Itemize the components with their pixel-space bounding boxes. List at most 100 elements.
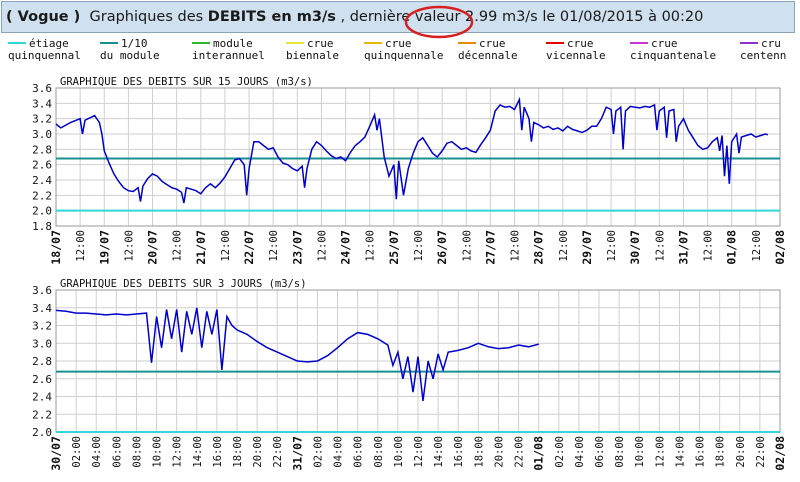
chart-3-days: GRAPHIQUE DES DEBITS SUR 3 JOURS (m3/s) 2… [32,278,787,471]
legend-swatch [630,42,648,44]
legend: étiage quinquennal 1/10 du module module inte… [0,36,800,66]
x-tick-label: 12:00 [172,230,184,262]
x-tick-label: 16:00 [212,436,224,468]
legend-item: crue biennale [286,38,339,62]
x-tick-label: 16:00 [695,436,707,468]
x-tick-label: 14:00 [433,436,445,468]
x-tick-label: 18/07 [49,230,63,265]
legend-item: crue quinquennale [364,38,443,62]
y-tick-label: 3.0 [32,128,52,141]
legend-item: crue vicennale [546,38,606,62]
legend-label-1: étiage [29,37,69,50]
legend-label-2: du module [100,49,160,62]
legend-swatch [100,42,118,44]
x-tick-label: 01/08 [725,230,739,265]
legend-swatch [740,42,758,44]
legend-item: 1/10 du module [100,38,160,62]
x-tick-label: 20/07 [146,230,160,265]
x-tick-label: 12:00 [751,230,763,262]
x-tick-label: 31/07 [676,230,690,265]
x-tick-label: 12:00 [654,436,666,468]
legend-label-1: crue [307,37,334,50]
x-tick-label: 22/07 [242,230,256,265]
x-tick-label: 12:00 [316,230,328,262]
x-tick-label: 12:00 [365,230,377,262]
x-tick-label: 21/07 [194,230,208,265]
y-tick-label: 3.0 [32,337,52,350]
x-tick-label: 12:00 [703,230,715,262]
legend-label-2: biennale [286,49,339,62]
y-tick-label: 2.4 [32,174,52,187]
x-tick-label: 29/07 [580,230,594,265]
legend-label-1: crue [479,37,506,50]
x-tick-label: 23/07 [290,230,304,265]
y-tick-label: 2.6 [32,159,52,172]
x-tick-label: 30/07 [49,436,63,471]
legend-item: crue cinquantenale [630,38,716,62]
legend-swatch [192,42,210,44]
x-tick-label: 24/07 [339,230,353,265]
x-tick-label: 01/08 [532,436,546,471]
legend-label-2: quinquennal [8,49,81,62]
x-tick-label: 28/07 [532,230,546,265]
chart-title: GRAPHIQUE DES DEBITS SUR 15 JOURS (m3/s) [60,76,313,88]
legend-swatch [364,42,382,44]
series-line [55,307,539,401]
x-tick-label: 12:00 [558,230,570,262]
y-tick-label: 2.4 [32,391,52,404]
y-tick-label: 3.4 [32,97,52,110]
y-tick-label: 2.0 [32,205,52,218]
x-tick-label: 02:00 [554,436,566,468]
x-tick-label: 08:00 [373,436,385,468]
y-tick-label: 3.4 [32,302,52,315]
x-tick-label: 12:00 [268,230,280,262]
last-value: 2.99 m3/s [465,9,538,25]
y-tick-label: 2.8 [32,143,52,156]
x-tick-label: 27/07 [483,230,497,265]
x-tick-label: 12:00 [654,230,666,262]
x-tick-label: 22:00 [755,436,767,468]
legend-label-1: crue [567,37,594,50]
x-tick-label: 14:00 [192,436,204,468]
x-tick-label: 12:00 [413,230,425,262]
x-tick-label: 31/07 [290,436,304,471]
legend-item: crue décennale [458,38,518,62]
x-tick-label: 26/07 [435,230,449,265]
x-tick-label: 04:00 [91,436,103,468]
x-tick-label: 20:00 [735,436,747,468]
x-tick-label: 12:00 [220,230,232,262]
x-tick-label: 04:00 [333,436,345,468]
x-tick-label: 16:00 [453,436,465,468]
y-tick-label: 3.2 [32,113,52,126]
legend-label-1: crue [651,37,678,50]
y-tick-label: 2.2 [32,408,52,421]
x-tick-label: 04:00 [574,436,586,468]
legend-label-1: 1/10 [121,37,148,50]
legend-label-2: décennale [458,49,518,62]
legend-label-2: vicennale [546,49,606,62]
legend-swatch [546,42,564,44]
legend-item: module interannuel [192,38,265,62]
chart-title: GRAPHIQUE DES DEBITS SUR 3 JOURS (m3/s) [60,278,307,290]
legend-label-2: cinquantenale [630,49,717,62]
y-tick-label: 2.2 [32,189,52,202]
legend-label-2: quinquennale [364,49,444,62]
x-tick-label: 10:00 [152,436,164,468]
y-tick-label: 3.6 [32,82,52,95]
legend-swatch [286,42,304,44]
x-tick-label: 12:00 [75,230,87,262]
x-tick-label: 20:00 [493,436,505,468]
x-tick-label: 20:00 [252,436,264,468]
y-tick-label: 3.6 [32,284,52,297]
x-tick-label: 19/07 [97,230,111,265]
legend-label-1: cru [761,37,781,50]
x-tick-label: 08:00 [614,436,626,468]
x-tick-label: 06:00 [353,436,365,468]
x-tick-label: 02:00 [312,436,324,468]
legend-label-2: interannuel [192,49,265,62]
header-text-before: Graphiques des [89,9,204,25]
header-text-after: le 01/08/2015 à 00:20 [542,9,704,25]
x-tick-label: 22:00 [272,436,284,468]
y-tick-label: 2.8 [32,355,52,368]
